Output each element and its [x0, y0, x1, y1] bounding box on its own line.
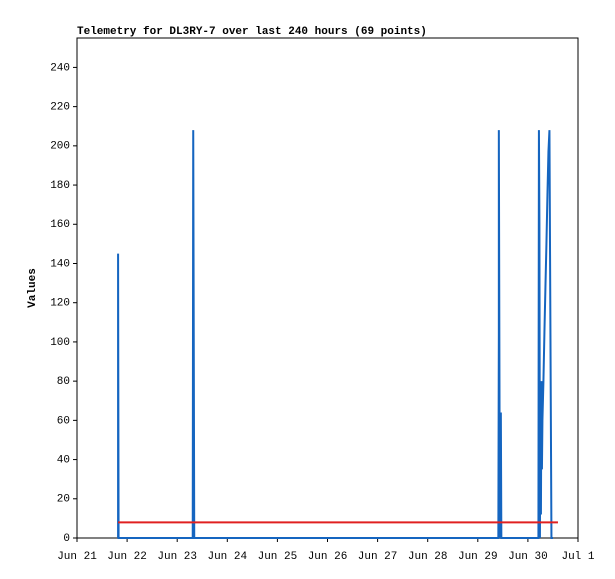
x-tick-label: Jun 22: [107, 551, 147, 563]
x-tick-label: Jun 23: [157, 551, 197, 563]
y-tick-label: 60: [57, 415, 70, 427]
x-tick-label: Jun 29: [458, 551, 498, 563]
x-tick-label: Jun 27: [358, 551, 398, 563]
plot-frame: [76, 37, 579, 539]
y-tick-label: 200: [50, 141, 70, 153]
y-tick-label: 100: [50, 337, 70, 349]
y-tick-label: 0: [63, 533, 70, 545]
data-line: [117, 130, 553, 539]
y-tick-label: 80: [57, 376, 70, 388]
x-tick-label: Jun 25: [258, 551, 298, 563]
x-tick-label: Jun 24: [207, 551, 247, 563]
y-tick-label: 140: [50, 258, 70, 270]
y-tick-label: 120: [50, 298, 70, 310]
y-tick-label: 240: [50, 62, 70, 74]
x-tick-label: Jul 1: [561, 551, 594, 563]
x-tick-label: Jun 30: [508, 551, 548, 563]
y-tick-label: 160: [50, 219, 70, 231]
y-tick-label: 40: [57, 454, 70, 466]
y-tick-label: 220: [50, 102, 70, 114]
y-tick-label: 180: [50, 180, 70, 192]
x-tick-label: Jun 26: [308, 551, 348, 563]
y-tick-label: 20: [57, 494, 70, 506]
chart-title: Telemetry for DL3RY-7 over last 240 hour…: [77, 26, 427, 38]
y-axis-label: Values: [27, 268, 39, 308]
x-tick-label: Jun 21: [57, 551, 97, 563]
x-tick-label: Jun 28: [408, 551, 448, 563]
